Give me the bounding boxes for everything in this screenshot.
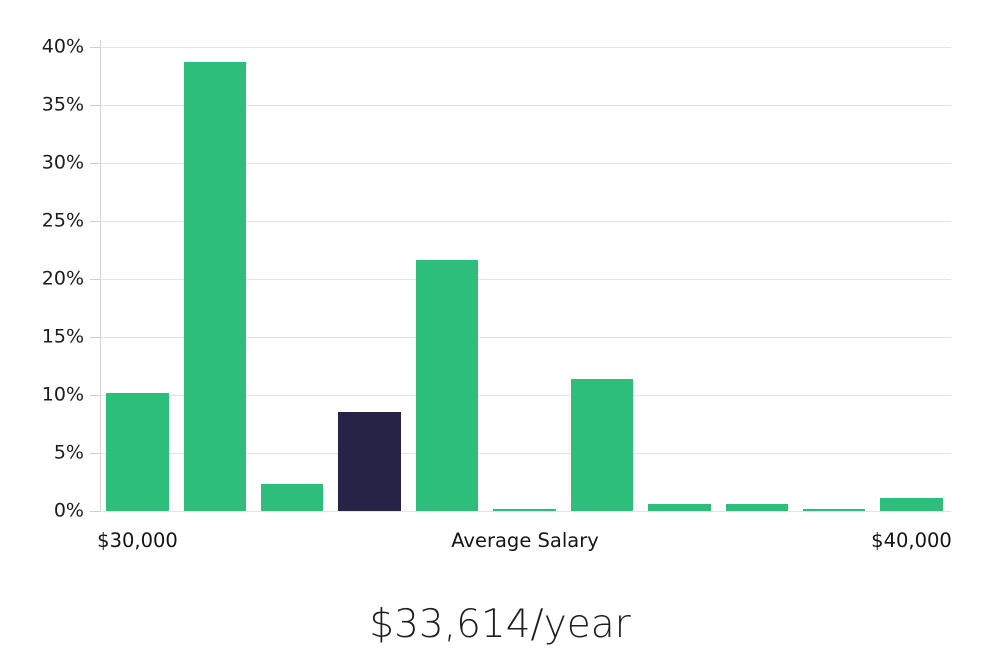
y-axis-tick-label: 10% [41, 383, 84, 406]
x-axis-title-average-salary: Average Salary [451, 529, 599, 552]
bar [415, 260, 479, 511]
bar [648, 504, 711, 511]
y-axis-tick [90, 336, 100, 338]
bar [570, 378, 634, 511]
gridline [100, 278, 951, 280]
y-axis-line [100, 40, 101, 511]
y-axis-tick-label: 25% [41, 209, 84, 232]
y-axis-tick-label: 40% [41, 35, 84, 58]
y-axis-tick [90, 220, 100, 222]
y-axis-tick [90, 278, 100, 280]
bar [880, 497, 943, 511]
highlight-bar [338, 412, 401, 511]
y-axis-tick [90, 394, 100, 396]
x-axis-label-40000: $40,000 [871, 529, 952, 552]
y-axis-tick-label: 35% [41, 93, 84, 116]
average-salary-caption: $33,614/year [369, 602, 631, 647]
y-axis-tick [90, 162, 100, 164]
y-axis-tick-label: 15% [41, 325, 84, 348]
bar [260, 484, 324, 511]
y-axis-tick [90, 452, 100, 454]
gridline [100, 394, 951, 396]
y-axis-tick [90, 510, 100, 512]
y-axis-tick-label: 5% [53, 441, 84, 464]
gridline [100, 336, 951, 338]
y-axis-tick-label: 0% [53, 499, 84, 522]
gridline [100, 452, 951, 454]
gridline [100, 510, 951, 512]
bar [802, 509, 866, 511]
y-axis-tick-label: 20% [41, 267, 84, 290]
x-axis-label-30000: $30,000 [97, 529, 178, 552]
bar [106, 392, 169, 511]
plot-area [90, 46, 951, 512]
y-axis-tick [90, 104, 100, 106]
bar [183, 62, 247, 511]
gridline [100, 162, 951, 164]
gridline [100, 46, 951, 48]
gridline [100, 104, 951, 106]
bar [725, 504, 789, 511]
y-axis-tick [90, 46, 100, 48]
bar [493, 509, 556, 511]
gridline [100, 220, 951, 222]
y-axis-tick-label: 30% [41, 151, 84, 174]
